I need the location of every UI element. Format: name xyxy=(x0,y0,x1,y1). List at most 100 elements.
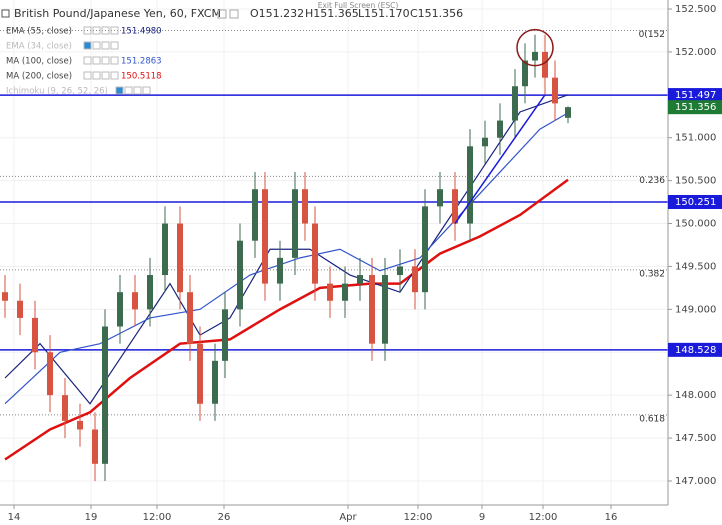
candle-body xyxy=(47,352,53,396)
x-tick-label: 14 xyxy=(8,512,21,523)
candle-body xyxy=(177,223,183,293)
candle-body xyxy=(17,300,23,318)
candle-body xyxy=(312,223,318,284)
candle-body xyxy=(147,275,153,310)
fib-label: 0.382 xyxy=(639,269,665,279)
price-label-bg xyxy=(668,88,722,103)
moving-average xyxy=(4,178,569,461)
candle-body xyxy=(2,292,8,301)
candle-body xyxy=(302,189,308,224)
candle-body xyxy=(327,283,333,301)
y-tick-label: 149.500 xyxy=(675,261,716,272)
candle-body xyxy=(467,146,473,224)
legend-icon xyxy=(83,41,92,50)
legend-icon xyxy=(101,71,110,80)
legend: EMA (55, close) 151.4980 EMA (34, close) MA… xyxy=(6,26,162,97)
candle-body xyxy=(437,189,443,207)
candle-body xyxy=(252,189,258,241)
legend-icon xyxy=(110,71,119,80)
candle-body xyxy=(497,120,503,138)
x-tick-label: 12:00 xyxy=(404,512,433,523)
header-icon xyxy=(217,9,227,19)
candle-body xyxy=(222,309,228,361)
candle-body xyxy=(212,360,218,404)
candle-body xyxy=(277,257,283,284)
legend-icon xyxy=(83,56,92,65)
y-tick-label: 150.500 xyxy=(675,176,716,187)
x-tick-label: 12:00 xyxy=(529,512,558,523)
plot: 0(152 0.236 0.382 0.618 xyxy=(0,28,668,481)
y-tick-label: 150.000 xyxy=(675,219,716,230)
price-label-bg xyxy=(668,342,722,357)
legend-icon xyxy=(92,26,101,35)
fib-label: 0.236 xyxy=(639,176,665,186)
candle-body xyxy=(422,206,428,293)
header-icon xyxy=(229,9,239,19)
y-tick-label: 148.000 xyxy=(675,390,716,401)
legend-icon xyxy=(92,71,101,80)
y-tick-label: 149.000 xyxy=(675,304,716,315)
banner[interactable]: Exit Full Screen (ESC) xyxy=(318,1,399,10)
candle-body xyxy=(512,86,518,121)
y-tick-label: 147.500 xyxy=(675,433,716,444)
x-tick-label: 12:00 xyxy=(143,512,172,523)
candle-body xyxy=(62,395,68,421)
candle-body xyxy=(532,51,538,61)
axes: 147.000147.500148.000148.500149.000149.5… xyxy=(8,4,722,523)
candle-body xyxy=(32,317,38,353)
fib-label: 0(152 xyxy=(639,30,665,40)
legend-value: 151.4980 xyxy=(121,27,162,37)
price-label: 148.528 xyxy=(675,345,716,356)
legend-icon xyxy=(124,86,133,95)
legend-name: MA (100, close) xyxy=(6,57,72,67)
candle-body xyxy=(162,223,168,276)
legend-icon xyxy=(110,26,119,35)
candle-body xyxy=(292,189,298,258)
legend-value: 150.5118 xyxy=(121,72,162,82)
ohlc-value: O151.232 xyxy=(250,7,304,20)
candle-body xyxy=(552,77,558,104)
y-tick-label: 152.500 xyxy=(675,4,716,15)
price-label-bg xyxy=(668,195,722,209)
chart-title: British Pound/Japanese Yen, 60, FXCM xyxy=(14,7,221,20)
y-tick-label: 151.000 xyxy=(675,133,716,144)
candle-body xyxy=(77,420,83,430)
ohlc-value: H151.365 xyxy=(305,7,359,20)
candle-body xyxy=(522,60,528,87)
candle-body xyxy=(187,292,193,344)
legend-icon xyxy=(101,41,110,50)
x-tick-label: 26 xyxy=(218,512,231,523)
price-label: 151.497 xyxy=(675,90,716,101)
candle-body xyxy=(452,189,458,224)
legend-icon xyxy=(101,26,110,35)
candle-body xyxy=(369,275,375,344)
candle-body xyxy=(357,275,363,284)
ohlc-value: C151.356 xyxy=(410,7,463,20)
legend-icon xyxy=(133,86,142,95)
legend-value: 151.2863 xyxy=(121,57,162,67)
ohlc-value: L151.170 xyxy=(358,7,410,20)
legend-icon xyxy=(92,56,101,65)
legend-name: MA (200, close) xyxy=(6,72,72,82)
legend-name: EMA (55, close) xyxy=(6,27,72,37)
banner-bg xyxy=(288,0,428,12)
candle-body xyxy=(117,292,123,327)
candle-body xyxy=(565,107,571,118)
fib-label: 0.618 xyxy=(639,414,665,424)
price-label: 150.251 xyxy=(675,197,716,208)
legend-icon xyxy=(115,86,124,95)
candle-body xyxy=(397,266,403,276)
legend-icon xyxy=(83,71,92,80)
header: British Pound/Japanese Yen, 60, FXCM O15… xyxy=(1,7,463,20)
x-tick-label: Apr xyxy=(339,512,357,523)
last-price-bg xyxy=(668,100,722,115)
legend-icon xyxy=(110,56,119,65)
collapse-icon[interactable] xyxy=(1,9,10,18)
candle-body xyxy=(342,283,348,301)
x-tick-label: 16 xyxy=(605,512,618,523)
candle-body xyxy=(102,326,108,464)
y-tick-label: 152.000 xyxy=(675,47,716,58)
candle-body xyxy=(92,429,98,464)
candle-body xyxy=(412,266,418,293)
